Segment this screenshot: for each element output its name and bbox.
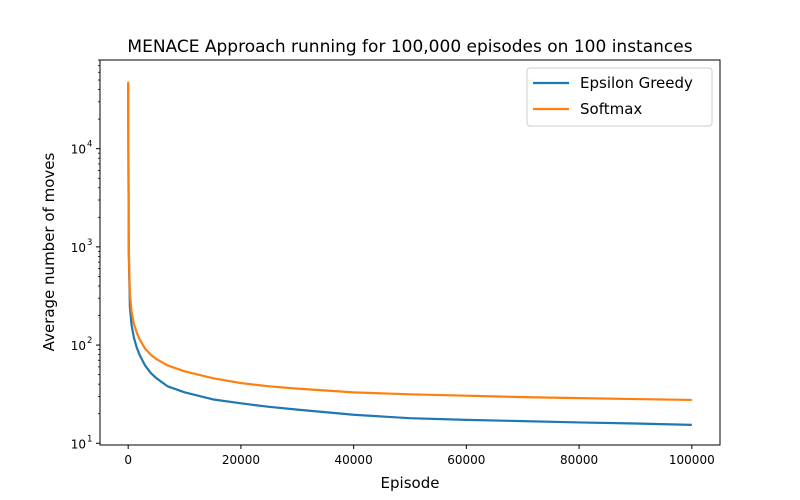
y-tick-label: 10 — [71, 241, 86, 255]
series-line-0 — [127, 84, 692, 426]
x-tick-label: 100000 — [669, 453, 715, 467]
chart-title: MENACE Approach running for 100,000 epis… — [127, 37, 692, 57]
y-axis-label: Average number of moves — [40, 153, 58, 352]
legend-label-0: Epsilon Greedy — [580, 74, 693, 92]
y-tick-label: 10 — [71, 143, 86, 157]
legend-box — [526, 67, 713, 127]
y-tick-label: 10 — [71, 437, 86, 451]
y-tick-exponent: 1 — [87, 434, 92, 444]
series-line-1 — [127, 81, 692, 402]
x-axis: 0 20000 40000 60000 80000 100000 — [124, 445, 715, 467]
x-axis-label: Episode — [381, 474, 440, 492]
x-tick-label: 40000 — [335, 453, 373, 467]
x-tick-label: 80000 — [560, 453, 598, 467]
plot-area — [99, 59, 721, 446]
y-tick-exponent: 2 — [87, 336, 92, 346]
y-tick-exponent: 3 — [87, 238, 92, 248]
y-tick-exponent: 4 — [87, 140, 92, 150]
x-tick-label: 0 — [124, 453, 132, 467]
legend: Epsilon Greedy Softmax — [526, 67, 713, 127]
x-tick-label: 20000 — [222, 453, 260, 467]
x-tick-label: 60000 — [447, 453, 485, 467]
y-tick-label: 10 — [71, 339, 86, 353]
legend-label-1: Softmax — [580, 100, 642, 118]
plot-frame — [99, 59, 721, 446]
